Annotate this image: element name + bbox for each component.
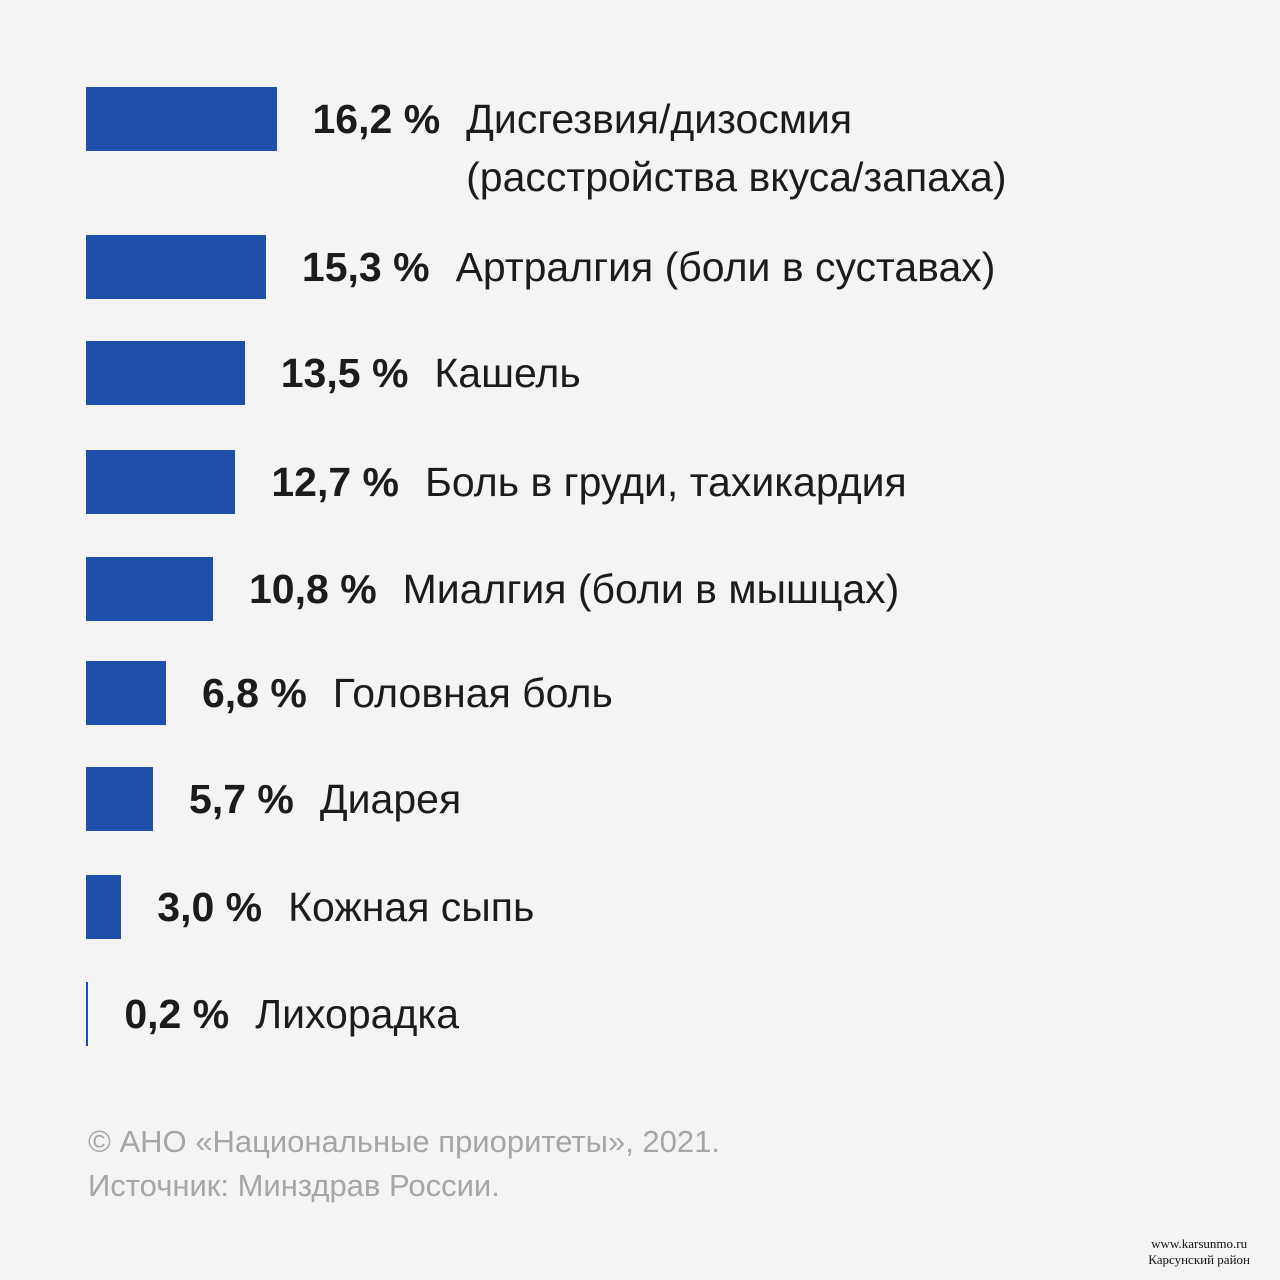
value-label: 12,7 % <box>271 459 399 505</box>
bar <box>86 341 245 405</box>
category-label-line: Диарея <box>319 776 462 822</box>
bar <box>86 875 122 939</box>
category-label: Головная боль <box>333 664 613 722</box>
bar-chart: 16,2 % Дисгезвия/дизосмия (расстройства вк… <box>86 87 1007 1046</box>
bar <box>86 982 89 1046</box>
bar-label: 12,7 % Боль в груди, тахикардия <box>271 453 906 511</box>
category-label-line: Артралгия (боли в суставах) <box>455 244 996 290</box>
bar-label: 15,3 % Артралгия (боли в суставах) <box>302 238 996 296</box>
bar <box>86 87 277 151</box>
copyright-text: © АНО «Национальные приоритеты», 2021. <box>88 1124 721 1159</box>
value-label: 16,2 % <box>312 96 441 142</box>
bar-label: 6,8 % Головная боль <box>202 664 613 722</box>
watermark: www.karsunmo.ru Карсунский район <box>1148 1236 1250 1268</box>
bar-label: 13,5 % Кашель <box>281 344 581 402</box>
category-label: Боль в груди, тахикардия <box>425 453 907 511</box>
source-text: Источник: Минздрав России. <box>88 1168 500 1203</box>
category-label: Дисгезвия/дизосмия (расстройства вкуса/за… <box>466 90 1006 206</box>
category-label-line: (расстройства вкуса/запаха) <box>466 154 1007 200</box>
bar <box>86 450 236 514</box>
value-label: 5,7 % <box>189 776 294 822</box>
bar <box>86 661 166 725</box>
category-label-line: Боль в груди, тахикардия <box>425 459 907 505</box>
bar <box>86 557 213 621</box>
bar-label: 5,7 % Диарея <box>189 770 461 828</box>
watermark-name: Карсунский район <box>1148 1252 1250 1267</box>
category-label-line: Головная боль <box>332 670 613 716</box>
category-label-line: Кожная сыпь <box>288 884 535 930</box>
category-label-line: Лихорадка <box>255 991 460 1037</box>
bar-label: 10,8 % Миалгия (боли в мышцах) <box>249 560 899 618</box>
category-label-line: Миалгия (боли в мышцах) <box>402 566 900 612</box>
footer: © АНО «Национальные приоритеты», 2021. И… <box>88 1120 720 1208</box>
category-label: Диарея <box>320 770 461 828</box>
category-label: Артралгия (боли в суставах) <box>456 238 996 296</box>
category-label: Лихорадка <box>255 985 459 1043</box>
value-label: 13,5 % <box>280 350 409 396</box>
value-label: 0,2 % <box>124 991 230 1037</box>
category-label-line: Кашель <box>434 350 581 396</box>
category-label: Кашель <box>434 344 580 402</box>
bar <box>86 235 266 299</box>
value-label: 10,8 % <box>249 566 377 612</box>
value-label: 6,8 % <box>201 670 307 716</box>
category-label: Кожная сыпь <box>288 878 534 936</box>
bar-label: 16,2 % Дисгезвия/дизосмия (расстройства вк… <box>313 90 1007 206</box>
category-label-line: Дисгезвия/дизосмия <box>466 96 853 142</box>
value-label: 15,3 % <box>301 244 430 290</box>
value-label: 3,0 % <box>157 884 263 930</box>
bar-label: 0,2 % Лихорадка <box>124 985 459 1043</box>
bar <box>86 767 154 831</box>
category-label: Миалгия (боли в мышцах) <box>403 560 900 618</box>
watermark-url: www.karsunmo.ru <box>1151 1236 1248 1251</box>
bar-label: 3,0 % Кожная сыпь <box>157 878 534 936</box>
